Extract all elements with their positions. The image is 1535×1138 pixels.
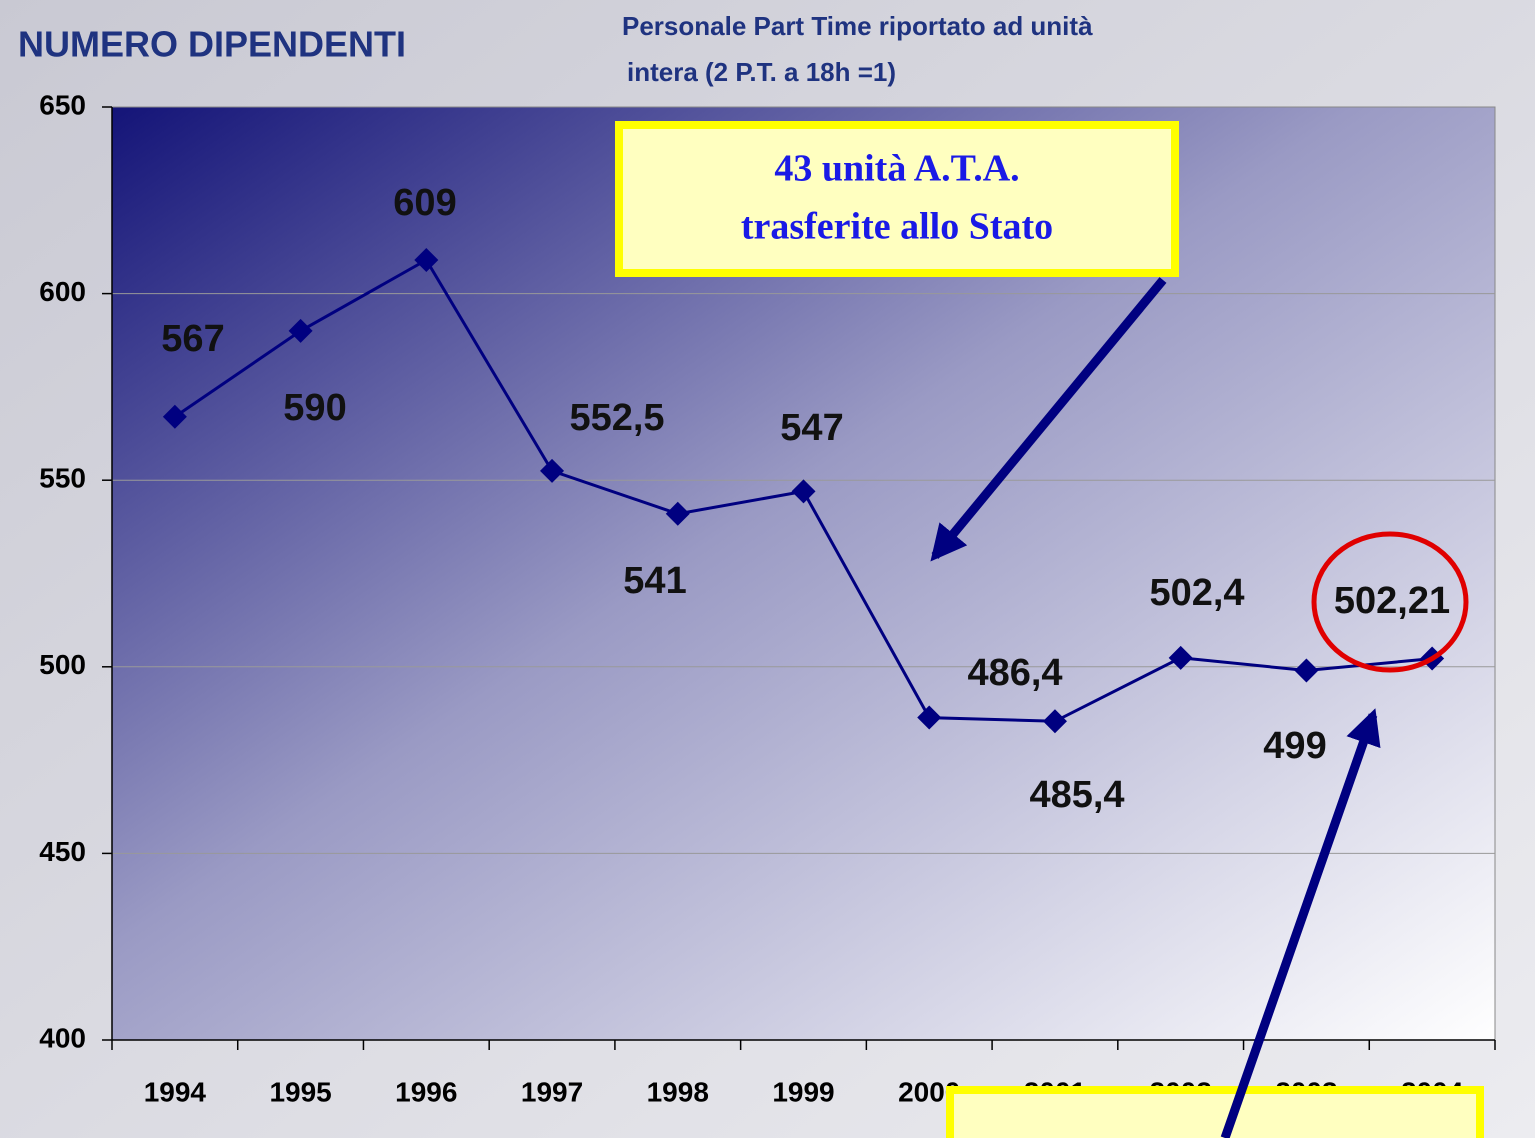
x-tick-label: 1996 xyxy=(395,1076,457,1107)
data-label: 486,4 xyxy=(967,652,1062,694)
y-tick-label: 550 xyxy=(39,463,86,494)
y-tick-label: 500 xyxy=(39,649,86,680)
marker xyxy=(1294,658,1319,683)
chart-title: NUMERO DIPENDENTI xyxy=(18,24,406,65)
data-label: 485,4 xyxy=(1029,774,1124,816)
plot: 400 450 500 550 600 650 1994 1995 1996 1997 1998 19… xyxy=(39,89,1496,1107)
marker xyxy=(1042,709,1067,734)
data-label: 547 xyxy=(780,407,843,449)
arrow xyxy=(1220,708,1381,1138)
data-label: 502,21 xyxy=(1334,580,1450,622)
marker xyxy=(414,248,439,273)
y-tick-label: 450 xyxy=(39,836,86,867)
x-tick-label: 1997 xyxy=(521,1076,583,1107)
x-tick-label: 1995 xyxy=(269,1076,331,1107)
y-tick-label: 600 xyxy=(39,276,86,307)
annotation-box xyxy=(615,121,1179,277)
marker xyxy=(665,501,690,526)
data-label: 567 xyxy=(161,318,224,360)
subtitle: intera (2 P.T. a 18h =1) xyxy=(627,57,896,87)
marker xyxy=(1168,645,1193,670)
y-tick-label: 400 xyxy=(39,1022,86,1053)
arrow xyxy=(930,277,1167,562)
marker xyxy=(540,458,565,483)
data-label: 502,4 xyxy=(1149,572,1244,614)
annotation: 43 unità A.T.A. xyxy=(774,148,1019,190)
x-tick-label: 1998 xyxy=(647,1076,709,1107)
marker xyxy=(162,404,187,429)
y-tick-label: 650 xyxy=(39,89,86,120)
data-label: 552,5 xyxy=(569,397,664,439)
data-label: 590 xyxy=(283,387,346,429)
marker xyxy=(917,705,942,730)
marker xyxy=(288,318,313,343)
data-label: 541 xyxy=(623,560,686,602)
x-tick-label: 1994 xyxy=(144,1076,207,1107)
highlight-circle xyxy=(1311,531,1469,673)
marker xyxy=(791,479,816,504)
subtitle: Personale Part Time riportato ad unità xyxy=(622,11,1093,41)
data-label: 609 xyxy=(393,182,456,224)
data-label: 499 xyxy=(1263,725,1326,767)
annotation: trasferite allo Stato xyxy=(741,206,1053,248)
annotation-box xyxy=(946,1086,1484,1138)
x-tick-label: 1999 xyxy=(772,1076,834,1107)
